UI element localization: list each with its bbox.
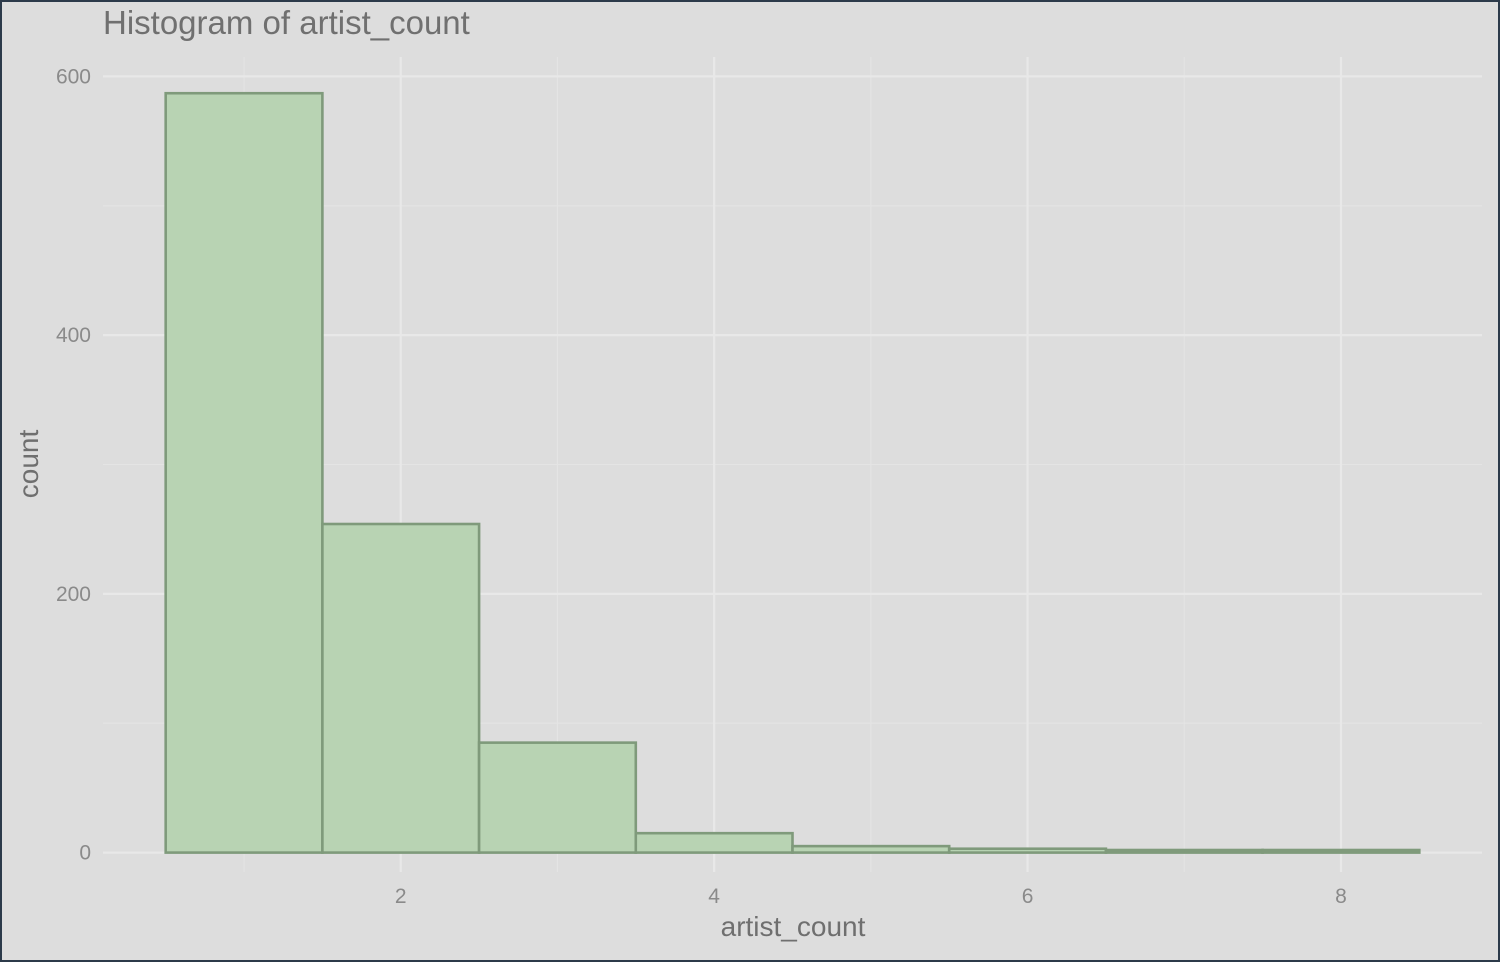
y-tick-label: 600 bbox=[56, 65, 91, 88]
histogram-bar-1 bbox=[164, 91, 324, 854]
y-tick-label: 200 bbox=[56, 583, 91, 606]
y-tick-label: 400 bbox=[56, 324, 91, 347]
x-tick-label: 4 bbox=[708, 885, 720, 908]
histogram-bar-8 bbox=[1261, 848, 1421, 854]
y-axis-ticks: 0 200 400 600 bbox=[56, 65, 91, 864]
gridlines bbox=[103, 57, 1482, 872]
x-tick-label: 6 bbox=[1022, 885, 1034, 908]
y-axis-label: count bbox=[13, 430, 44, 499]
histogram-bar-4 bbox=[634, 831, 794, 854]
histogram-bar-7 bbox=[1104, 848, 1264, 854]
y-tick-label: 0 bbox=[79, 842, 91, 865]
x-axis-ticks: 2 4 6 8 bbox=[395, 885, 1347, 908]
histogram-bar-3 bbox=[477, 741, 638, 854]
histogram-bar-2 bbox=[321, 522, 481, 854]
histogram-bar-5 bbox=[791, 844, 951, 854]
x-axis-label: artist_count bbox=[721, 911, 866, 942]
x-tick-label: 2 bbox=[395, 885, 407, 908]
chart-title: Histogram of artist_count bbox=[103, 4, 470, 41]
histogram-bar-6 bbox=[947, 847, 1108, 854]
x-tick-label: 8 bbox=[1335, 885, 1347, 908]
bars bbox=[164, 91, 1421, 854]
